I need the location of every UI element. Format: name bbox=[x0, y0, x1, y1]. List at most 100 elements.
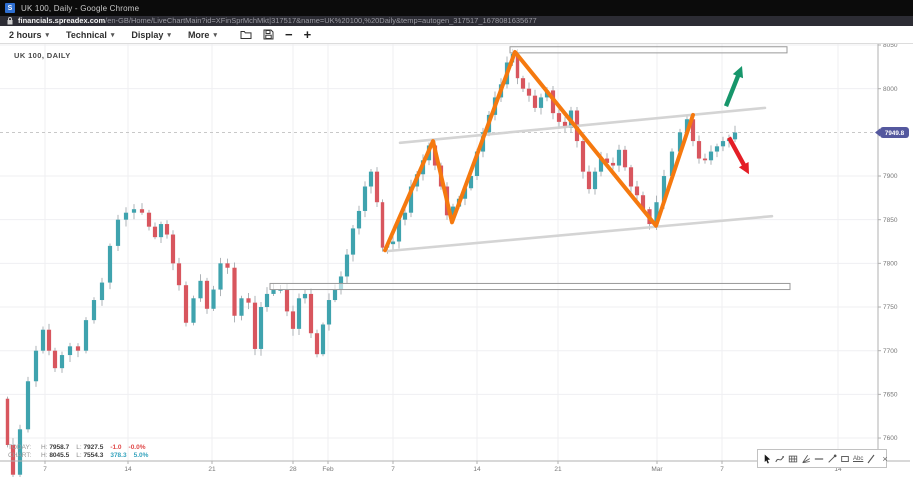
x-tick-label: 14 bbox=[473, 466, 481, 473]
chevron-down-icon: ▾ bbox=[213, 31, 217, 39]
candle bbox=[462, 188, 468, 199]
candle bbox=[332, 289, 338, 301]
bearish-arrow-icon[interactable] bbox=[727, 136, 749, 175]
grid-tool-icon[interactable] bbox=[788, 453, 798, 465]
pointer-tool-icon[interactable] bbox=[762, 453, 772, 465]
padlock-icon bbox=[7, 17, 13, 25]
timeframe-dropdown[interactable]: 2 hours ▾ bbox=[9, 30, 49, 40]
zigzag-pattern-line[interactable] bbox=[383, 49, 695, 253]
y-tick-label: 8050 bbox=[883, 42, 898, 49]
trend-line-tool-icon[interactable] bbox=[827, 453, 837, 465]
technical-label: Technical bbox=[66, 29, 107, 40]
x-tick-label: 21 bbox=[554, 466, 562, 473]
candle bbox=[40, 329, 46, 351]
low-label: L: bbox=[76, 444, 82, 451]
x-tick-label: 21 bbox=[208, 466, 216, 473]
legend-row-today: TODAY: H: 7958.7 L: 7927.5 -1.0 -0.0% bbox=[8, 444, 148, 452]
high-label: H: bbox=[41, 452, 48, 459]
candle bbox=[204, 280, 210, 309]
candle bbox=[296, 298, 302, 329]
candle bbox=[246, 298, 251, 303]
site-favicon-icon: S bbox=[5, 3, 15, 13]
candle bbox=[278, 289, 283, 291]
browser-titlebar: S UK 100, Daily - Google Chrome bbox=[0, 0, 913, 16]
resistance-zone-box[interactable] bbox=[509, 46, 788, 54]
candle bbox=[622, 149, 628, 168]
candle bbox=[586, 171, 592, 190]
candle bbox=[302, 293, 308, 299]
candle bbox=[654, 202, 659, 225]
price-badge-tip bbox=[875, 128, 880, 137]
display-menu[interactable]: Display ▾ bbox=[131, 30, 171, 40]
today-high-value: 7958.7 bbox=[49, 444, 70, 451]
candle bbox=[225, 263, 230, 268]
legend-name: CHART: bbox=[8, 452, 32, 459]
high-label: H: bbox=[41, 444, 48, 451]
candle bbox=[474, 151, 480, 177]
candle bbox=[314, 333, 320, 355]
more-menu[interactable]: More ▾ bbox=[188, 30, 217, 40]
candle bbox=[677, 132, 683, 152]
channel-upper-trendline[interactable] bbox=[398, 106, 767, 145]
candle bbox=[634, 186, 640, 196]
candle bbox=[640, 195, 646, 210]
candle bbox=[67, 346, 73, 356]
candle bbox=[10, 445, 16, 475]
candle bbox=[526, 88, 532, 96]
candle bbox=[515, 53, 520, 79]
candle bbox=[5, 398, 10, 446]
candle bbox=[183, 285, 189, 323]
candle bbox=[211, 289, 216, 309]
horizontal-line-tool-icon[interactable] bbox=[814, 453, 824, 465]
channel-lower-trendline[interactable] bbox=[385, 214, 774, 253]
candle bbox=[326, 300, 332, 325]
url-domain[interactable]: financials.spreadex.com bbox=[18, 16, 106, 25]
candle bbox=[99, 282, 105, 301]
candle bbox=[592, 171, 598, 190]
low-label: L: bbox=[76, 452, 82, 459]
browser-urlbar[interactable]: financials.spreadex.com/en-GB/Home/LiveC… bbox=[0, 16, 913, 26]
candle bbox=[146, 212, 152, 227]
open-folder-icon[interactable] bbox=[240, 29, 252, 40]
candle bbox=[218, 263, 223, 290]
text-tool-icon[interactable]: Abc bbox=[853, 455, 864, 462]
bullish-arrow-icon[interactable] bbox=[723, 65, 744, 107]
candle bbox=[158, 224, 164, 238]
candle bbox=[368, 171, 374, 187]
last-price-badge bbox=[880, 127, 909, 139]
support-zone-box[interactable] bbox=[269, 282, 791, 291]
legend-name: TODAY: bbox=[8, 444, 32, 451]
zoom-in-button[interactable]: + bbox=[303, 27, 312, 42]
fan-lines-tool-icon[interactable] bbox=[801, 453, 811, 465]
chevron-down-icon: ▾ bbox=[45, 31, 50, 39]
y-tick-label: 7700 bbox=[883, 348, 898, 355]
candle bbox=[684, 119, 690, 133]
candle bbox=[232, 267, 237, 316]
candle bbox=[450, 206, 456, 216]
x-tick-label: 28 bbox=[289, 466, 297, 473]
favicon-letter: S bbox=[7, 4, 13, 12]
y-tick-label: 7850 bbox=[883, 217, 898, 224]
candle bbox=[83, 320, 89, 351]
diagonal-line-tool-icon[interactable] bbox=[866, 453, 876, 465]
candle bbox=[468, 176, 474, 189]
x-tick-label: 7 bbox=[720, 466, 724, 473]
candle bbox=[131, 209, 137, 213]
technical-menu[interactable]: Technical ▾ bbox=[66, 30, 114, 40]
close-icon[interactable]: × bbox=[882, 453, 888, 464]
zoom-out-button[interactable]: − bbox=[284, 27, 293, 42]
chart-legend: TODAY: H: 7958.7 L: 7927.5 -1.0 -0.0% CH… bbox=[8, 444, 148, 460]
polyline-tool-icon[interactable] bbox=[775, 453, 785, 465]
candle bbox=[708, 151, 714, 161]
legend-row-chart: CHART: H: 8045.5 L: 7554.3 378.3 5.0% bbox=[8, 452, 148, 460]
candle bbox=[59, 355, 65, 369]
candle bbox=[661, 176, 667, 203]
candle bbox=[374, 171, 380, 203]
rectangle-tool-icon[interactable] bbox=[840, 453, 850, 465]
candle bbox=[52, 350, 58, 369]
candle bbox=[258, 307, 264, 349]
candle bbox=[46, 329, 52, 351]
save-icon[interactable] bbox=[263, 29, 274, 40]
candle bbox=[320, 324, 326, 355]
